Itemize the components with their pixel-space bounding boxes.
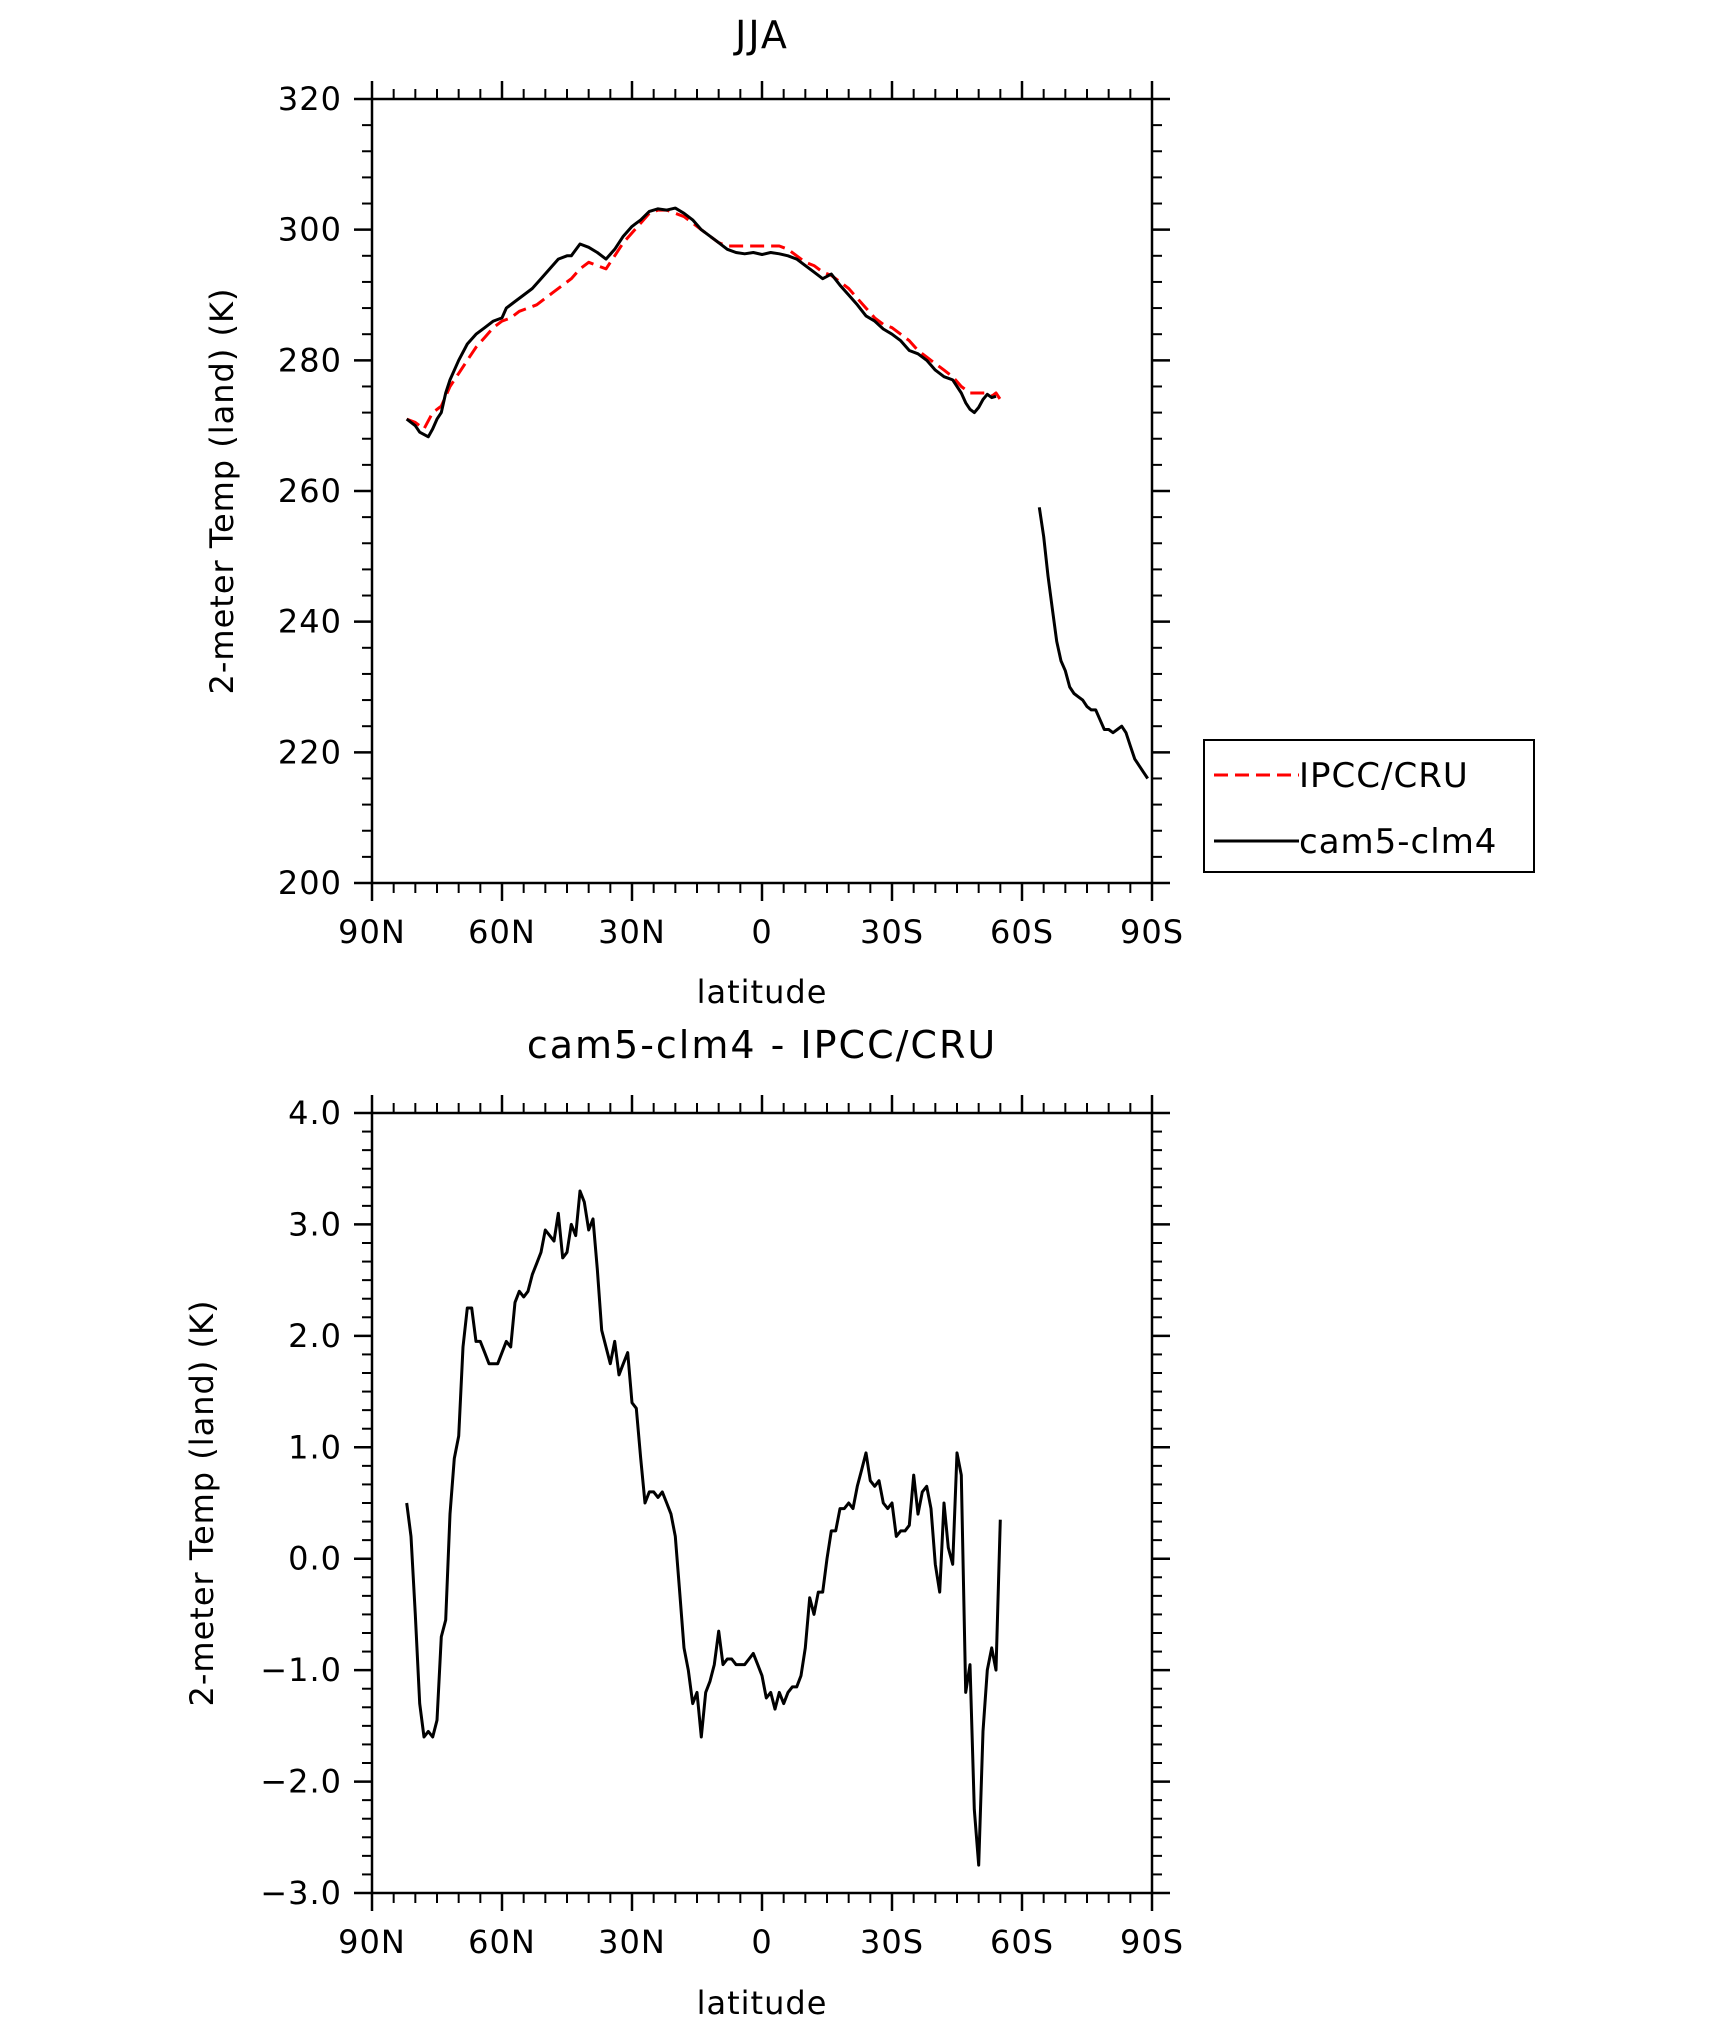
y-tick-label: 4.0 <box>288 1094 342 1132</box>
series-line-cam5-clm4 <box>1037 507 1149 780</box>
y-tick-label: 280 <box>278 341 342 379</box>
y-tick-label: 0.0 <box>288 1540 342 1578</box>
series-line-0 <box>405 1189 1002 1867</box>
y-tick-label: 3.0 <box>288 1205 342 1243</box>
x-tick-label: 0 <box>751 913 772 951</box>
y-tick-label: 300 <box>278 211 342 249</box>
legend: IPCC/CRU cam5-clm4 <box>1203 739 1535 873</box>
x-tick-label: 90N <box>338 1923 406 1961</box>
y-tick-label: 220 <box>278 733 342 771</box>
x-tick-label: 30S <box>860 1923 924 1961</box>
y-tick-label: 2.0 <box>288 1317 342 1355</box>
y-tick-label: 240 <box>278 603 342 641</box>
plot-frame <box>370 97 1154 885</box>
chart-top-absolute-temperature: 200 220 240 260 280 300 320 90N 60N 30N 0 30S 60S 90S… <box>203 13 1535 1011</box>
chart-title: cam5-clm4 - IPCC/CRU <box>527 1023 997 1067</box>
y-tick-label: −3.0 <box>260 1874 342 1912</box>
legend-box <box>1203 739 1535 873</box>
x-tick-label: 0 <box>751 1923 772 1961</box>
x-axis-label: latitude <box>697 1984 828 2021</box>
series-line-ipcc-cru <box>406 208 1002 431</box>
x-tick-label: 30N <box>598 1923 666 1961</box>
x-tick-label: 90N <box>338 913 406 951</box>
y-tick-label: −2.0 <box>260 1763 342 1801</box>
series-line-cam5-clm4 <box>405 206 997 439</box>
y-tick-label: 320 <box>278 80 342 118</box>
x-axis-label: latitude <box>697 973 828 1011</box>
y-tick-label: 200 <box>278 864 342 902</box>
y-axis-label: 2-meter Temp (land) (K) <box>183 1300 221 1707</box>
y-tick-label: −1.0 <box>260 1651 342 1689</box>
x-tick-label: 60N <box>468 913 536 951</box>
x-tick-label: 60N <box>468 1923 536 1961</box>
legend-label: IPCC/CRU <box>1299 756 1469 796</box>
legend-label: cam5-clm4 <box>1299 822 1497 862</box>
x-tick-label: 90S <box>1120 1923 1184 1961</box>
x-tick-label: 60S <box>990 1923 1054 1961</box>
chart-title: JJA <box>733 13 789 57</box>
x-tick-label: 60S <box>990 913 1054 951</box>
x-tick-label: 30S <box>860 913 924 951</box>
y-tick-label: 260 <box>278 472 342 510</box>
x-tick-label: 30N <box>598 913 666 951</box>
x-tick-label: 90S <box>1120 913 1184 951</box>
y-tick-label: 1.0 <box>288 1428 342 1466</box>
y-axis-label: 2-meter Temp (land) (K) <box>203 288 241 695</box>
chart-bottom-temperature-difference: −3.0 −2.0 −1.0 0.0 1.0 2.0 3.0 4.0 90N 60N 30N 0 30S… <box>183 1023 1184 2021</box>
plot-frame <box>370 1111 1154 1895</box>
